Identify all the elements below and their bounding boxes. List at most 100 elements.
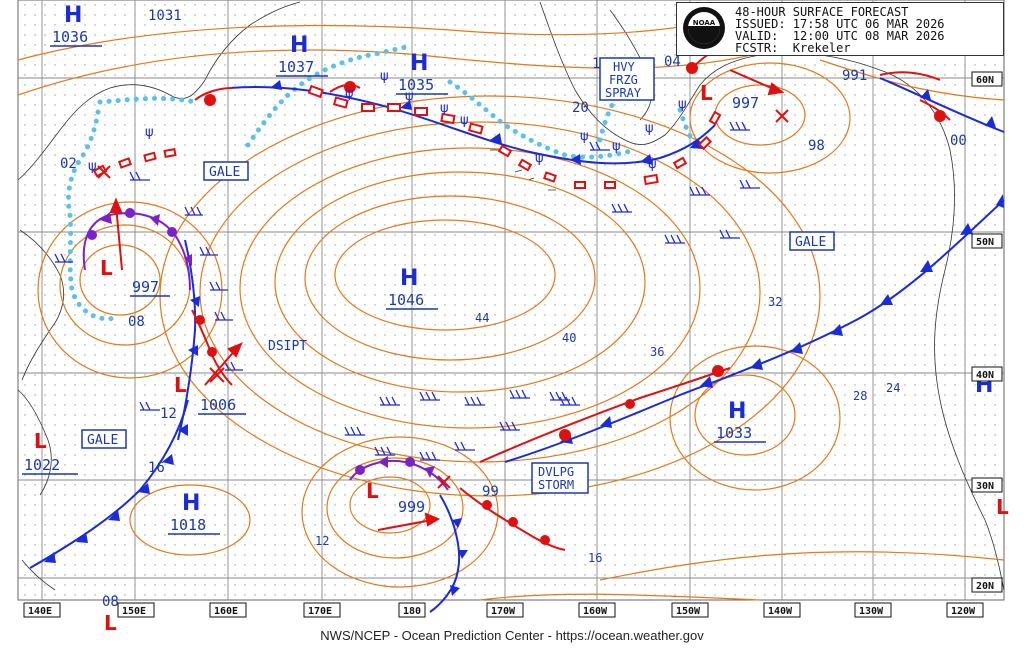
svg-text:ψ: ψ [88, 159, 97, 174]
svg-text:140E: 140E [28, 606, 52, 617]
isobar-label: 12 [315, 534, 329, 548]
lon-label: 180 [398, 602, 426, 618]
high-pressure-value: 1036 [52, 28, 88, 46]
wind-barbs [54, 121, 760, 461]
svg-text:ψ: ψ [380, 69, 389, 84]
lat-label: 30N [971, 477, 1003, 493]
svg-text:160W: 160W [583, 606, 608, 617]
pressure-value: 02 [60, 156, 77, 172]
svg-text:ψ: ψ [405, 89, 414, 104]
freezing-spray-warning: HVY FRZG SPRAY [599, 57, 655, 101]
low-pressure-value: 999 [398, 498, 425, 516]
pressure-value: 1031 [148, 8, 182, 24]
freezing-spray-symbols: ψψψ ψψψ ψψψ ψψψ ψ [88, 69, 687, 174]
isobar-label: 28 [853, 389, 867, 403]
svg-text:GALE: GALE [795, 235, 826, 250]
lon-label: 160E [209, 602, 247, 618]
issued-time: ISSUED: 17:58 UTC 06 MAR 2026 [735, 17, 945, 31]
svg-text:HVY: HVY [613, 60, 635, 74]
svg-text:150W: 150W [676, 606, 701, 617]
pressure-value: 08 [102, 594, 119, 610]
storm-warning: DVLPG STORM [531, 462, 589, 494]
graticule [18, 0, 1004, 600]
lon-label: 130W [854, 602, 892, 618]
svg-text:DVLPG: DVLPG [538, 465, 574, 479]
lon-label: 120W [946, 602, 984, 618]
pressure-value: 16 [148, 460, 165, 476]
gale-warning: GALE [203, 161, 249, 181]
valid-time: VALID: 12:00 UTC 08 MAR 2026 [735, 29, 945, 43]
low-symbol: L [174, 373, 187, 397]
high-pressure-value: 1035 [398, 76, 434, 94]
map-frame [17, 0, 1005, 601]
svg-text:ψ: ψ [612, 139, 621, 154]
low-symbol: L [100, 256, 113, 280]
dissipating-label: DSIPT [268, 339, 307, 354]
stationary-front [92, 84, 722, 189]
low-symbol: L [996, 495, 1009, 519]
svg-text:ψ: ψ [678, 97, 687, 112]
svg-text:170W: 170W [491, 606, 516, 617]
pressure-value: 991 [842, 68, 867, 84]
pressure-value: 1 [592, 56, 600, 72]
isobar-label: 44 [475, 311, 489, 325]
lat-label: 50N [971, 233, 1003, 249]
svg-text:130W: 130W [859, 606, 884, 617]
svg-text:180: 180 [403, 606, 421, 617]
high-symbol: H [64, 3, 82, 28]
pressure-value: 99 [482, 484, 499, 500]
high-symbol: H [410, 51, 428, 76]
svg-text:20N: 20N [976, 581, 994, 592]
svg-text:160E: 160E [214, 606, 238, 617]
isobar-label: 16 [588, 551, 602, 565]
lon-label: 150E [117, 602, 155, 618]
high-symbol: H [728, 399, 746, 424]
svg-text:ψ: ψ [345, 86, 354, 101]
high-symbol: H [400, 266, 418, 291]
svg-text:60N: 60N [976, 75, 994, 86]
svg-text:FRZG: FRZG [609, 73, 638, 87]
high-pressure-value: 1033 [716, 424, 752, 442]
gale-warning: GALE [81, 429, 127, 449]
low-symbol: L [104, 611, 117, 635]
high-symbol: H [182, 491, 200, 516]
lon-label: 170E [303, 602, 341, 618]
isobar-label: 36 [650, 345, 664, 359]
lon-label: 140E [23, 602, 61, 618]
isobars [17, 4, 1005, 601]
noaa-logo-icon: NOAA [683, 7, 725, 49]
cold-front-teeth [44, 80, 1004, 596]
motion-arrows [109, 69, 785, 531]
lon-label: 160W [578, 602, 616, 618]
pressure-value: 04 [664, 54, 681, 70]
low-pressure-value: 997 [732, 94, 759, 112]
svg-text:GALE: GALE [87, 433, 118, 448]
footer-credit: NWS/NCEP - Ocean Prediction Center - htt… [320, 628, 704, 643]
svg-text:ψ: ψ [460, 113, 469, 128]
svg-text:50N: 50N [976, 237, 994, 248]
high-pressure-value: 1046 [388, 291, 424, 309]
svg-text:ψ: ψ [645, 121, 654, 136]
svg-text:ψ: ψ [535, 151, 544, 166]
lat-label: 20N [971, 577, 1003, 593]
low-symbol: L [34, 429, 47, 453]
forecaster: FCSTR: Krekeler [735, 41, 851, 55]
svg-text:30N: 30N [976, 481, 994, 492]
svg-text:ψ: ψ [580, 129, 589, 144]
gale-warning: GALE [789, 231, 835, 251]
low-pressure-value: 1006 [200, 396, 236, 414]
svg-text:STORM: STORM [538, 478, 574, 492]
svg-text:ψ: ψ [440, 101, 449, 116]
occluded-markers [87, 208, 435, 478]
lon-label: 170W [486, 602, 524, 618]
low-pressure-value: 997 [132, 278, 159, 296]
high-pressure-value: 1037 [278, 58, 314, 76]
svg-text:170E: 170E [308, 606, 332, 617]
isobar-label: 40 [562, 331, 576, 345]
pressure-value: 00 [950, 133, 967, 149]
forecast-header: NOAA 48-HOUR SURFACE FORECAST ISSUED: 17… [676, 2, 1004, 56]
pressure-value: 12 [160, 406, 177, 422]
lon-label: 150W [671, 602, 709, 618]
svg-text:120W: 120W [951, 606, 976, 617]
